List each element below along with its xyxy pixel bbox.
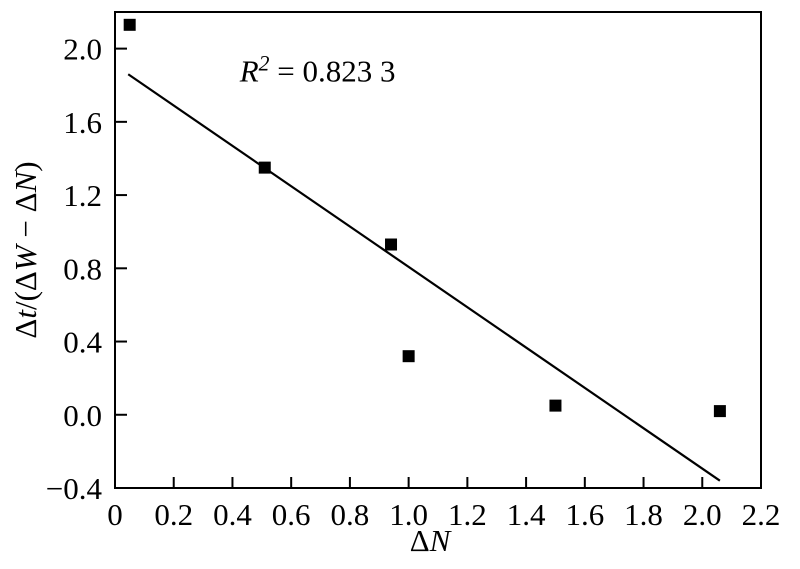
x-axis-tick-label: 1.6	[565, 497, 604, 532]
data-point	[385, 238, 398, 251]
data-point	[258, 161, 271, 174]
x-axis-tick-label: 2.2	[742, 497, 781, 532]
plot-frame	[114, 11, 762, 489]
x-axis-tick-label: 0.2	[154, 497, 193, 532]
x-axis-tick-label: 1.8	[624, 497, 663, 532]
data-point	[402, 350, 415, 363]
trend-line	[127, 73, 721, 482]
y-axis-tick-label: 1.6	[63, 105, 102, 140]
r-squared-annotation: R2 = 0.823 3	[239, 52, 396, 89]
x-axis-tick-label: 1.2	[448, 497, 487, 532]
x-axis-tick-label: 0.4	[213, 497, 252, 532]
y-axis-tick-label: 2.0	[63, 32, 102, 67]
x-axis-label: ΔN	[410, 523, 453, 558]
x-axis-tick-label: 1.0	[389, 497, 428, 532]
data-point	[123, 18, 136, 31]
data-point	[549, 399, 562, 412]
y-axis-label: Δt/(ΔW − ΔN)	[8, 161, 43, 338]
y-axis-tick-label: 0.4	[63, 325, 102, 360]
x-axis-tick-label: 0	[107, 497, 123, 532]
y-axis-tick-label: −0.4	[46, 471, 103, 506]
x-axis-tick-label: 1.4	[507, 497, 546, 532]
y-axis-tick-label: 0.8	[63, 251, 102, 286]
x-axis-tick-label: 0.6	[272, 497, 311, 532]
x-axis-tick-label: 0.8	[331, 497, 370, 532]
x-axis-tick-label: 2.0	[683, 497, 722, 532]
y-axis-tick-label: 1.2	[63, 178, 102, 213]
data-point	[713, 405, 726, 418]
y-axis-tick-label: 0.0	[63, 398, 102, 433]
